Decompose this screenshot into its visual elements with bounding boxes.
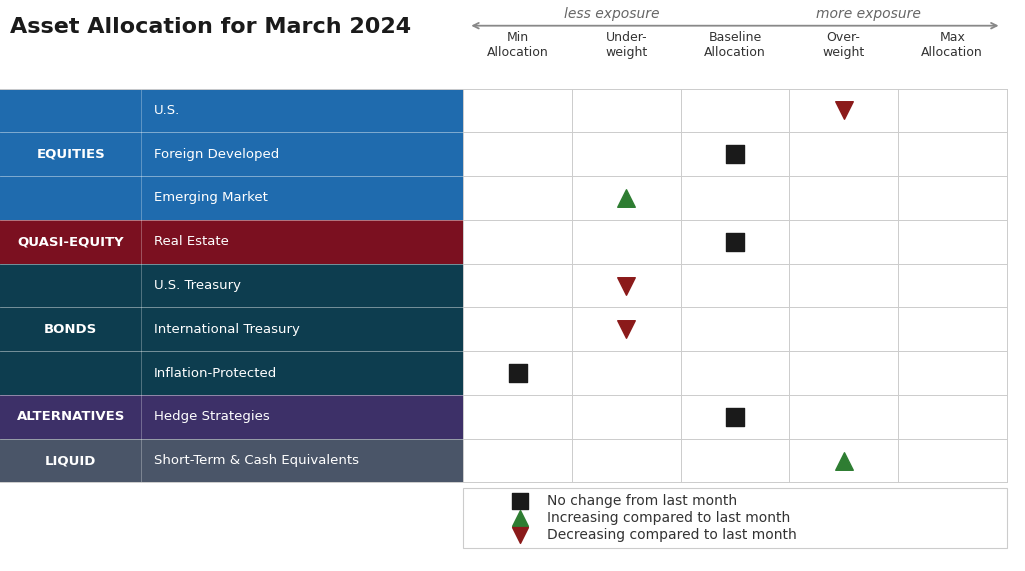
Text: U.S.: U.S. [154,104,180,117]
Bar [0,351,463,395]
Text: ALTERNATIVES: ALTERNATIVES [16,411,125,423]
Text: Over-
weight: Over- weight [822,31,865,59]
Text: Emerging Market: Emerging Market [154,191,268,204]
Bar [0,176,463,220]
Text: Max
Allocation: Max Allocation [921,31,983,59]
Text: Short-Term & Cash Equivalents: Short-Term & Cash Equivalents [154,454,359,467]
Text: Decreasing compared to last month: Decreasing compared to last month [547,528,797,542]
Text: Min
Allocation: Min Allocation [487,31,548,59]
Text: Inflation-Protected: Inflation-Protected [154,367,277,380]
Point [511,497,528,506]
Text: No change from last month: No change from last month [547,494,737,508]
Text: International Treasury: International Treasury [154,323,299,336]
Point [618,281,634,290]
Bar [0,264,463,307]
Text: Real Estate: Real Estate [154,235,229,248]
Text: Foreign Developed: Foreign Developed [154,148,279,160]
Text: more exposure: more exposure [816,7,920,21]
Bar [0,89,463,132]
Point [727,237,743,246]
Text: less exposure: less exposure [564,7,660,21]
Point [618,194,634,203]
Bar [0,132,463,176]
Bar [463,488,1007,548]
Point [727,150,743,159]
Text: EQUITIES: EQUITIES [36,148,106,160]
Bar [0,439,463,482]
Point [618,325,634,334]
Bar [0,395,463,439]
Point [511,530,528,540]
Point [835,106,852,115]
Text: U.S. Treasury: U.S. Treasury [154,279,241,292]
Bar [0,220,463,264]
Bar [0,307,463,351]
Text: Asset Allocation for March 2024: Asset Allocation for March 2024 [10,17,411,37]
Text: BONDS: BONDS [44,323,97,336]
Point [835,456,852,465]
Text: LIQUID: LIQUID [45,454,96,467]
Text: QUASI-EQUITY: QUASI-EQUITY [17,235,124,248]
Text: Hedge Strategies: Hedge Strategies [154,411,270,423]
Point [509,368,526,377]
Bar [463,89,1007,482]
Text: Increasing compared to last month: Increasing compared to last month [547,511,790,525]
Point [727,412,743,421]
Point [511,514,528,523]
Text: Under-
weight: Under- weight [605,31,648,59]
Text: Baseline
Allocation: Baseline Allocation [704,31,766,59]
